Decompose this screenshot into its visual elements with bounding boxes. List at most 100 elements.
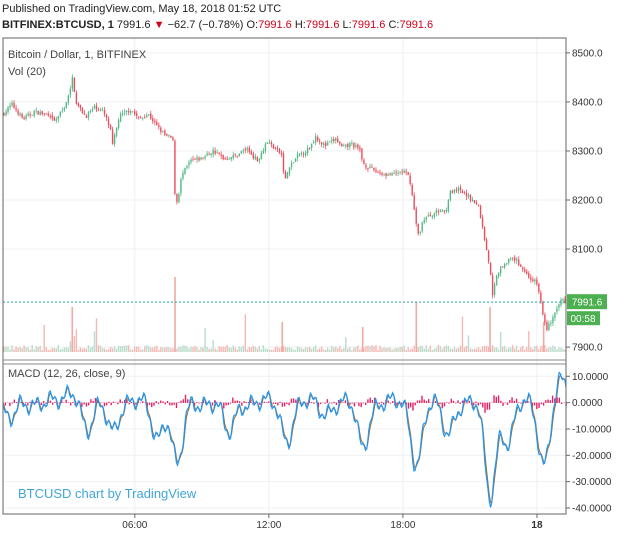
candle-body <box>103 110 106 114</box>
macd-histogram-bar <box>229 402 232 404</box>
low-value: 7991.6 <box>351 19 386 31</box>
volume-bar <box>67 347 70 352</box>
macd-histogram-bar <box>461 400 464 403</box>
volume-bar <box>423 348 425 352</box>
volume-bar <box>337 348 339 352</box>
volume-bar <box>220 346 222 352</box>
candle-body <box>51 115 53 119</box>
volume-bar <box>290 348 293 352</box>
volume-bar <box>341 348 343 352</box>
candle-body <box>47 113 49 116</box>
macd-histogram-bar <box>13 399 16 403</box>
open-label: O: <box>246 19 259 31</box>
macd-histogram-bar <box>547 399 549 403</box>
candle-body <box>266 142 269 144</box>
candle-body <box>138 116 140 118</box>
candle-body <box>389 174 391 176</box>
volume-bar <box>204 328 206 352</box>
candle-body <box>250 151 253 155</box>
volume-bar <box>359 349 361 352</box>
candle-body <box>544 314 546 323</box>
volume-bar <box>514 348 516 352</box>
volume-bar <box>188 348 190 352</box>
candle-body <box>516 259 518 261</box>
candle-body <box>405 171 407 173</box>
volume-bar <box>453 347 456 352</box>
macd-histogram-bar <box>29 401 31 403</box>
candle-body <box>43 113 45 115</box>
candle-body <box>427 215 429 217</box>
candle-body <box>441 210 444 212</box>
macd-histogram-bar <box>389 402 392 404</box>
macd-histogram-bar <box>520 402 522 404</box>
candle-body <box>101 109 104 111</box>
candle-body <box>320 142 323 145</box>
macd-histogram-bar <box>27 402 29 406</box>
candle-body <box>93 105 96 108</box>
volume-bar <box>429 345 431 352</box>
macd-histogram-bar <box>540 402 543 404</box>
candle-body <box>435 210 438 214</box>
volume-bar <box>433 348 436 352</box>
volume-bar <box>15 346 17 352</box>
candle-body <box>99 109 102 111</box>
macd-histogram-bar <box>439 402 441 405</box>
macd-histogram-bar <box>236 400 239 403</box>
volume-bar <box>196 347 198 352</box>
volume-bar <box>254 346 257 352</box>
macd-y-tick-label: -10.0000 <box>572 424 612 435</box>
volume-bar <box>407 347 409 352</box>
candle-body <box>401 171 403 173</box>
macd-y-tick-label: 10.0000 <box>572 372 609 383</box>
symbol-line: BITFINEX:BTCUSD, 1 7991.6 ▼ −62.7 (−0.78… <box>2 19 433 31</box>
candle-body <box>524 269 526 272</box>
volume-bar <box>369 346 371 352</box>
volume-bar <box>248 346 251 352</box>
volume-spike <box>71 307 74 352</box>
volume-bar <box>202 347 204 352</box>
candle-body <box>385 173 387 176</box>
candle-body <box>234 154 236 156</box>
candle-body <box>182 172 184 179</box>
candle-body <box>156 122 158 126</box>
candle-body <box>325 142 327 147</box>
volume-bar <box>564 349 566 352</box>
price-tag-text: 7991.6 <box>572 298 603 309</box>
candle-body <box>21 113 23 118</box>
volume-bar <box>230 347 232 352</box>
macd-histogram-bar <box>180 400 182 403</box>
macd-histogram-bar <box>54 401 56 403</box>
volume-bar <box>55 348 57 352</box>
volume-bar <box>200 346 202 352</box>
candle-body <box>363 160 365 165</box>
volume-bar <box>184 345 186 352</box>
candle-body <box>304 152 307 156</box>
macd-histogram-bar <box>15 401 18 403</box>
macd-histogram-bar <box>81 402 83 407</box>
candle-body <box>152 118 154 122</box>
volume-bar <box>516 345 518 352</box>
macd-histogram-bar <box>527 400 529 403</box>
volume-bar <box>113 346 116 352</box>
macd-histogram-bar <box>160 400 162 403</box>
candle-body <box>49 116 51 117</box>
macd-histogram-bar <box>232 397 234 403</box>
candle-body <box>264 143 267 151</box>
candle-body <box>423 219 425 223</box>
candle-body <box>260 152 263 160</box>
volume-bar <box>357 345 359 352</box>
macd-histogram-bar <box>414 402 416 406</box>
macd-histogram-bar <box>279 401 281 403</box>
candle-body <box>160 127 162 132</box>
macd-histogram-bar <box>155 401 157 403</box>
volume-bar <box>164 347 166 352</box>
volume-bar <box>343 347 345 352</box>
macd-histogram-bar <box>119 399 121 403</box>
candle-body <box>323 143 325 146</box>
candle-body <box>274 147 277 149</box>
volume-bar <box>242 345 244 352</box>
candle-body <box>355 145 357 147</box>
volume-bar <box>105 349 108 352</box>
candle-body <box>168 135 170 137</box>
